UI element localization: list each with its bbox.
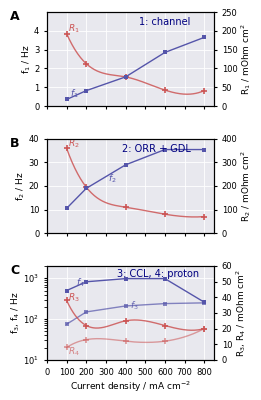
Y-axis label: f$_1$ / Hz: f$_1$ / Hz [20,44,33,74]
Y-axis label: R$_2$ / mOhm cm$^2$: R$_2$ / mOhm cm$^2$ [239,150,253,222]
Text: 3: CCL, 4: proton: 3: CCL, 4: proton [117,269,199,279]
Y-axis label: R$_3$, R$_4$ / mOhm cm$^2$: R$_3$, R$_4$ / mOhm cm$^2$ [234,269,248,357]
Y-axis label: f$_3$, f$_4$ / Hz: f$_3$, f$_4$ / Hz [9,292,22,334]
Text: R$_3$: R$_3$ [68,291,79,304]
X-axis label: Current density / mA cm$^{-2}$: Current density / mA cm$^{-2}$ [70,380,191,394]
Text: R$_4$: R$_4$ [68,346,80,358]
Text: f$_3$: f$_3$ [129,299,138,312]
Y-axis label: R$_1$ / mOhm cm$^2$: R$_1$ / mOhm cm$^2$ [239,23,253,95]
Text: A: A [10,10,20,23]
Text: C: C [10,264,19,277]
Text: R$_2$: R$_2$ [68,137,79,150]
Text: 2: ORR + GDL: 2: ORR + GDL [122,144,191,154]
Text: B: B [10,137,20,150]
Y-axis label: f$_2$ / Hz: f$_2$ / Hz [15,171,27,201]
Text: 1: channel: 1: channel [139,17,190,27]
Text: f$_4$: f$_4$ [76,277,85,289]
Text: f$_2$: f$_2$ [108,172,117,185]
Text: R$_1$: R$_1$ [68,23,79,35]
Text: f$_1$: f$_1$ [70,88,78,100]
